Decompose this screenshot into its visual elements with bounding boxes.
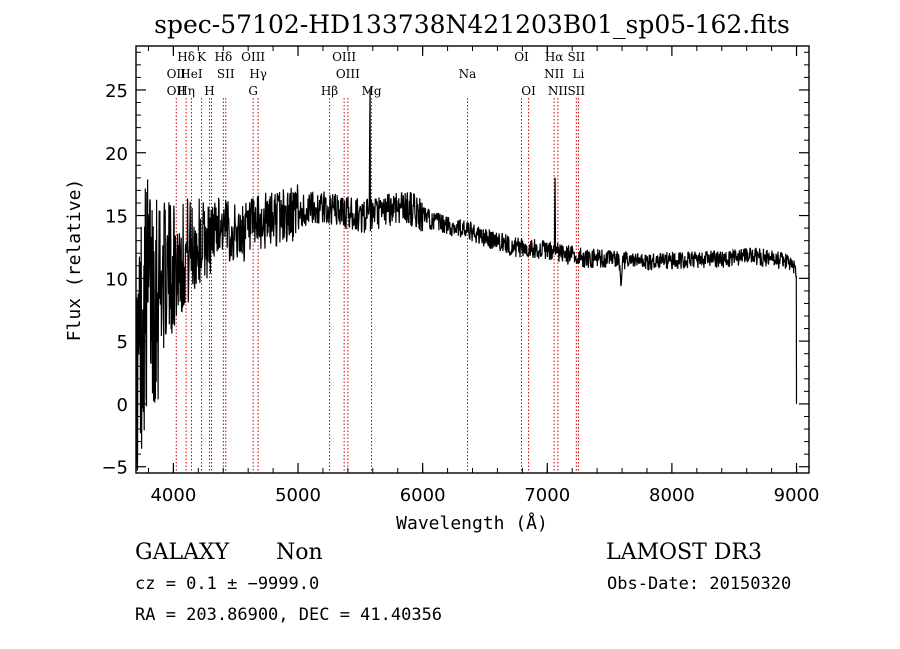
- spectral-line-label: Li: [573, 67, 585, 81]
- x-tick-label: 4000: [150, 485, 196, 506]
- spectral-line-label: Hη: [177, 84, 195, 98]
- observation-date: Obs-Date: 20150320: [607, 574, 791, 594]
- spectral-line-label: SII: [217, 67, 235, 81]
- spectral-line-label: H: [204, 84, 214, 98]
- spectral-line-label: OI: [521, 84, 536, 98]
- spectral-line-label: K: [197, 50, 207, 64]
- spectral-line-markers: [175, 98, 579, 473]
- spectral-line-label: Na: [459, 67, 477, 81]
- x-tick-label: 7000: [524, 485, 570, 506]
- spectral-line-label: Hγ: [249, 67, 267, 81]
- spectral-line-label: OI: [514, 50, 529, 64]
- x-tick-label: 9000: [774, 485, 820, 506]
- spectral-line-label: SII: [567, 84, 585, 98]
- survey-name: LAMOST DR3: [606, 540, 762, 565]
- x-axis-label: Wavelength (Å): [396, 512, 548, 534]
- chart-title: spec-57102-HD133738N421203B01_sp05-162.f…: [154, 10, 790, 39]
- redshift-value: cz = 0.1 ± −9999.0: [135, 574, 319, 594]
- object-type: GALAXY: [135, 540, 230, 565]
- spectral-line-label: Hβ: [321, 84, 338, 98]
- y-tick-label: 5: [117, 332, 128, 353]
- y-axis-ticks: −5 0 5 10 15 20 25: [101, 51, 809, 479]
- x-tick-label: 8000: [649, 485, 695, 506]
- y-tick-label: 10: [105, 269, 128, 290]
- spectral-line-label: HeI: [180, 67, 203, 81]
- spectral-line-label: NII: [548, 84, 568, 98]
- spectral-line-labels: OIIOIIHδHηHeIKHHδSIIOIIIGHγHβOIIIOIIIMgN…: [167, 50, 586, 98]
- spectral-line-label: Hα: [545, 50, 564, 64]
- spectral-line-label: Mg: [362, 84, 382, 98]
- spectral-line-label: Hδ: [215, 50, 233, 64]
- spectral-line-label: NII: [544, 67, 564, 81]
- spectral-line-label: OIII: [336, 67, 360, 81]
- coordinates: RA = 203.86900, DEC = 41.40356: [135, 605, 442, 625]
- y-tick-label: 0: [117, 395, 128, 416]
- y-tick-label: 25: [105, 81, 128, 102]
- spectral-line-label: G: [248, 84, 258, 98]
- spectral-line-label: OIII: [241, 50, 265, 64]
- spectral-line-label: OII: [167, 67, 187, 81]
- x-axis-ticks: 4000 5000 6000 7000 8000 9000: [147, 46, 820, 506]
- spectral-line-label: OII: [167, 84, 187, 98]
- x-tick-label: 6000: [400, 485, 446, 506]
- y-tick-label: −5: [101, 458, 128, 479]
- x-tick-label: 5000: [275, 485, 321, 506]
- spectral-line-label: OIII: [332, 50, 356, 64]
- y-tick-label: 20: [105, 144, 128, 165]
- y-axis-label: Flux (relative): [64, 179, 85, 342]
- spectrum-line: [135, 88, 798, 471]
- spectral-line-label: SII: [567, 50, 585, 64]
- y-tick-label: 15: [105, 207, 128, 228]
- object-subclass: Non: [276, 540, 323, 565]
- spectral-line-label: Hδ: [177, 50, 195, 64]
